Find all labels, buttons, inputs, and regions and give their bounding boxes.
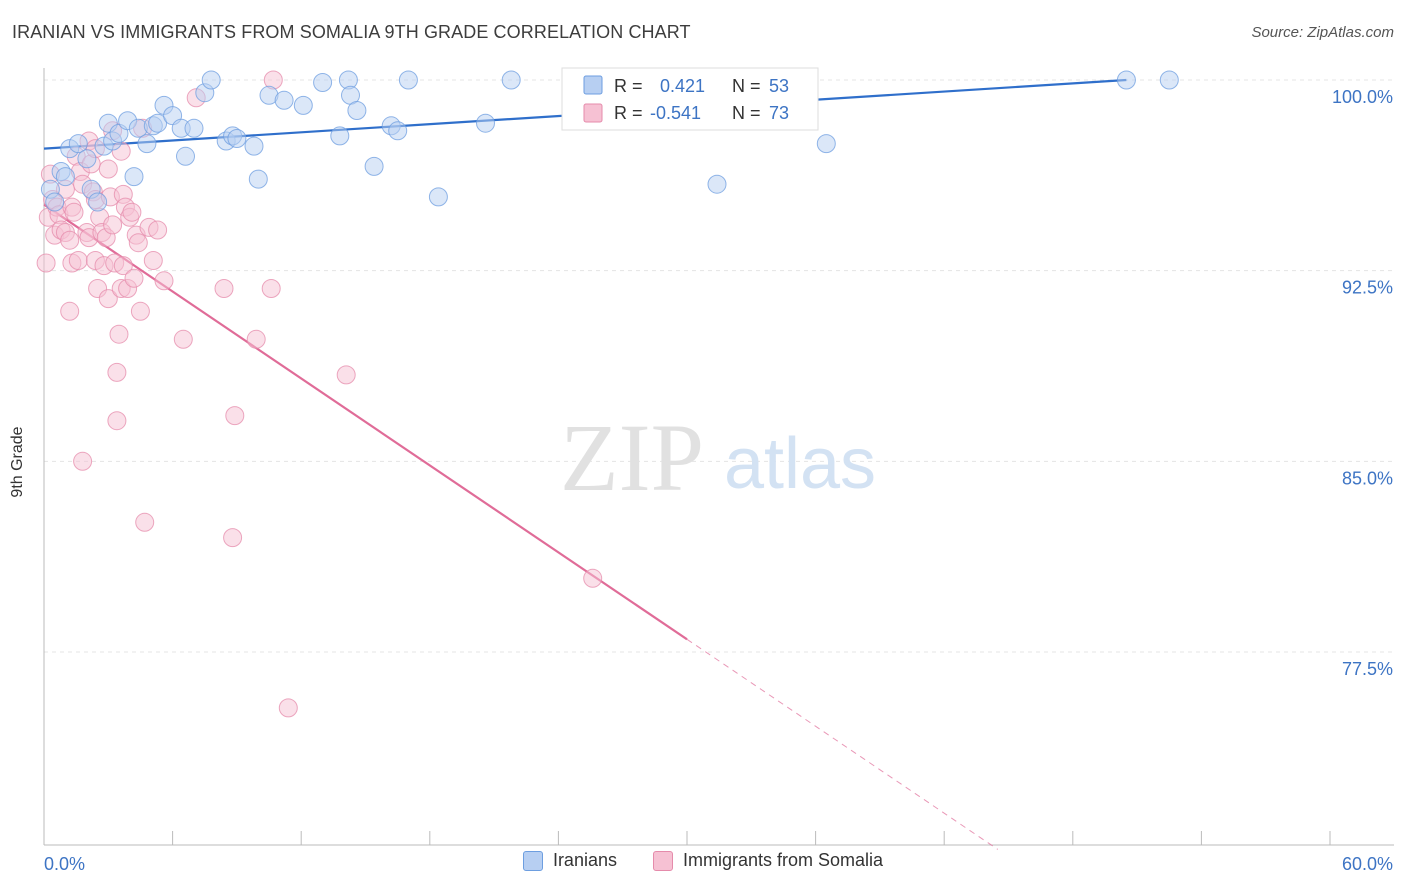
iranians-point-33	[293, 95, 313, 115]
iranians-point-6	[77, 149, 97, 169]
x-tick-label-min: 0.0%	[44, 854, 85, 874]
iranians-point-42	[398, 70, 418, 90]
iranians-point-30	[248, 169, 268, 189]
stats-swatch-somalia	[583, 103, 603, 123]
somalia-point-55	[143, 251, 163, 270]
somalia-point-19	[73, 451, 93, 471]
iranians-point-48	[707, 174, 727, 194]
watermark-zip: ZIP	[560, 404, 704, 511]
iranians-point-39	[364, 156, 384, 176]
somalia-point-48	[124, 268, 144, 288]
somalia-point-61	[223, 528, 243, 548]
iranians-point-32	[274, 90, 294, 110]
trendline-somalia	[43, 203, 688, 641]
somalia-point-10	[60, 230, 80, 250]
legend-label-somalia: Immigrants from Somalia	[682, 850, 884, 870]
somalia-point-53	[135, 512, 155, 532]
stats-n-value-iranians: 53	[769, 76, 789, 96]
watermark-atlas: atlas	[724, 424, 876, 504]
somalia-point-14	[64, 202, 84, 222]
somalia-point-66	[336, 365, 356, 385]
iranians-point-5	[68, 134, 88, 154]
y-tick-label-3: 77.5%	[1342, 659, 1393, 679]
iranians-point-28	[227, 129, 247, 148]
somalia-point-62	[225, 406, 245, 426]
somalia-point-56	[148, 220, 168, 240]
somalia-point-0	[36, 253, 56, 273]
iranians-point-35	[330, 126, 350, 146]
somalia-point-33	[98, 289, 118, 309]
stats-r-label-iranians: R =	[614, 76, 643, 96]
somalia-point-67	[583, 568, 603, 588]
iranians-point-1	[45, 192, 65, 212]
somalia-point-38	[107, 362, 127, 382]
stats-n-label-somalia: N =	[732, 103, 761, 123]
somalia-point-64	[261, 279, 281, 298]
iranians-point-23	[184, 118, 204, 138]
watermark: ZIP atlas	[560, 404, 876, 511]
somalia-point-51	[130, 301, 150, 321]
iranians-point-18	[148, 113, 168, 133]
y-tick-label-1: 92.5%	[1342, 278, 1393, 298]
iranians-point-45	[501, 70, 521, 90]
somalia-point-36	[103, 215, 123, 235]
somalia-point-63	[246, 329, 266, 349]
stats-n-value-somalia: 73	[769, 103, 789, 123]
somalia-point-50	[128, 233, 148, 253]
iranians-point-34	[313, 73, 333, 92]
x-tick-labels: 0.0% 60.0%	[44, 854, 1393, 874]
stats-legend-frame	[561, 67, 819, 131]
iranians-point-29	[244, 136, 264, 156]
iranians-point-43	[428, 187, 448, 207]
somalia-point-39	[107, 411, 127, 431]
iranians-point-14	[124, 167, 144, 187]
legend-item-iranians: Iranians	[522, 850, 617, 871]
legend-swatch-iranians	[522, 850, 543, 871]
somalia-point-13	[60, 301, 80, 321]
somalia-point-16	[68, 251, 88, 270]
series-points-iranians	[40, 70, 1179, 212]
iranians-point-50	[816, 134, 836, 154]
somalia-point-57	[154, 271, 174, 291]
iranians-point-51	[1116, 70, 1136, 90]
stats-r-label-somalia: R =	[614, 103, 643, 123]
stats-legend: R = 0.421 N = 53 R = -0.541 N = 73	[561, 67, 819, 131]
legend-label-iranians: Iranians	[552, 850, 617, 870]
somalia-point-58	[173, 329, 193, 349]
iranians-point-52	[1159, 70, 1179, 90]
legend-swatch-somalia	[652, 850, 673, 871]
iranians-point-3	[55, 167, 75, 187]
stats-swatch-iranians	[583, 75, 603, 95]
y-tick-label-2: 85.0%	[1342, 468, 1393, 488]
iranians-point-38	[347, 101, 367, 120]
y-tick-labels: 100.0% 92.5% 85.0% 77.5%	[1332, 87, 1393, 679]
stats-r-value-somalia: -0.541	[650, 103, 701, 123]
iranians-point-16	[137, 134, 157, 154]
data-points	[36, 70, 1179, 718]
series-legend: Iranians Immigrants from Somalia	[0, 850, 1406, 871]
legend-item-somalia: Immigrants from Somalia	[652, 850, 884, 871]
chart-title: IRANIAN VS IMMIGRANTS FROM SOMALIA 9TH G…	[12, 22, 691, 42]
somalia-point-47	[122, 202, 142, 222]
somalia-point-40	[109, 324, 129, 344]
iranians-point-22	[176, 146, 195, 166]
stats-r-value-iranians: 0.421	[660, 76, 705, 96]
iranians-point-8	[88, 192, 108, 212]
somalia-point-70	[98, 159, 118, 179]
stats-n-label-iranians: N =	[732, 76, 761, 96]
somalia-point-65	[278, 698, 298, 718]
iranians-point-25	[201, 70, 221, 90]
somalia-point-60	[214, 279, 234, 298]
source-label: Source: ZipAtlas.com	[1251, 24, 1394, 41]
series-points-somalia	[36, 70, 603, 718]
trendline-extension-somalia	[686, 638, 999, 850]
x-tick-label-max: 60.0%	[1342, 854, 1393, 874]
y-tick-label-0: 100.0%	[1332, 87, 1393, 107]
somalia-point-43	[113, 256, 133, 276]
iranians-point-41	[388, 121, 408, 141]
gridlines	[44, 79, 1394, 653]
iranians-point-44	[476, 113, 495, 133]
